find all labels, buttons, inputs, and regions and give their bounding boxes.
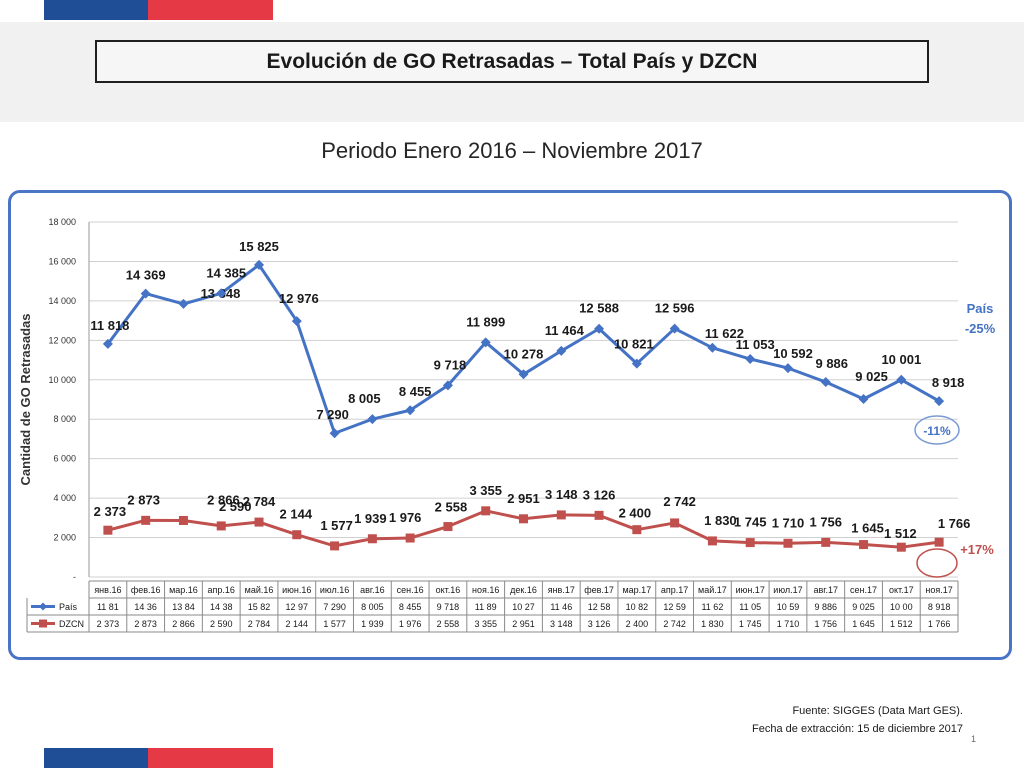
bottom-red-band [148, 748, 273, 768]
source-note: Fuente: SIGGES (Data Mart GES). Fecha de… [752, 702, 963, 738]
page-title: Evolución de GO Retrasadas – Total País … [95, 40, 929, 83]
top-navy-band [44, 0, 148, 20]
source-text: Fuente: SIGGES (Data Mart GES). [792, 705, 963, 717]
page-subtitle: Periodo Enero 2016 – Noviembre 2017 [321, 138, 703, 163]
extraction-date: Fecha de extracción: 15 de diciembre 201… [752, 723, 963, 735]
top-red-band [148, 0, 273, 20]
page-number: 1 [970, 734, 976, 744]
chart-frame [8, 190, 1012, 660]
bottom-navy-band [44, 748, 148, 768]
